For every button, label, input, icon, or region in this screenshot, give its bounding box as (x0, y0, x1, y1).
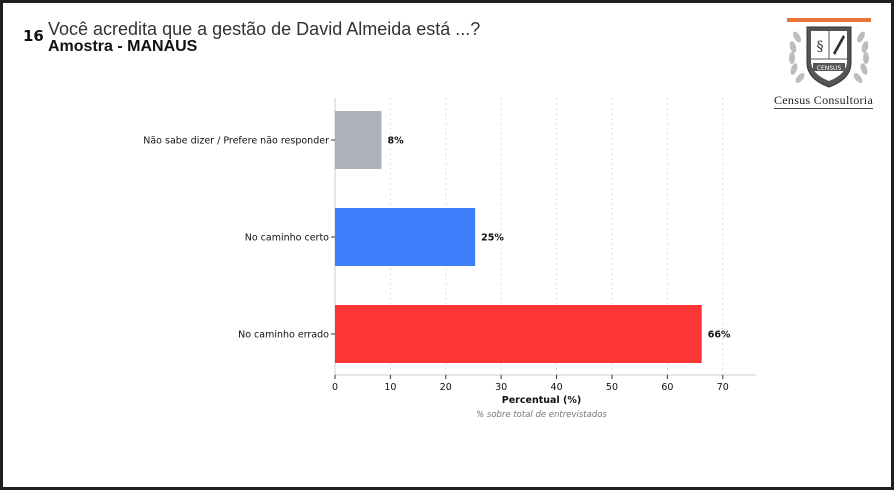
question-number: 16 (23, 27, 44, 45)
bar (335, 305, 702, 363)
x-tick-label: 60 (661, 382, 673, 393)
value-label: 8% (388, 136, 405, 147)
x-tick-label: 40 (551, 382, 563, 393)
value-label: 66% (708, 330, 731, 341)
x-tick-label: 70 (717, 382, 729, 393)
x-axis-title: Percentual (%) (502, 395, 581, 406)
x-tick-label: 20 (440, 382, 452, 393)
x-tick-label: 0 (332, 382, 338, 393)
x-tick-label: 50 (606, 382, 618, 393)
svg-text:CENSUS: CENSUS (817, 65, 842, 72)
category-label: Não sabe dizer / Prefere não responder (143, 136, 329, 147)
x-tick-label: 30 (495, 382, 507, 393)
slide: 16 Você acredita que a gestão de David A… (3, 3, 891, 487)
bar (335, 208, 476, 266)
census-logo-icon: § CENSUS (787, 18, 871, 88)
brand-name: Census Consultoria (774, 93, 874, 109)
x-tick-label: 10 (384, 382, 396, 393)
x-axis-note: % sobre total de entrevistados (476, 410, 607, 420)
bar-chart: Não sabe dizer / Prefere não responder 8%… (143, 98, 756, 420)
question-title: Você acredita que a gestão de David Alme… (48, 19, 481, 39)
svg-text:§: § (817, 39, 824, 55)
category-label: No caminho errado (238, 330, 329, 341)
bar (335, 111, 382, 169)
sample-subtitle: Amostra - MANAUS (48, 38, 198, 55)
value-label: 25% (481, 233, 504, 244)
category-label: No caminho certo (245, 233, 329, 244)
